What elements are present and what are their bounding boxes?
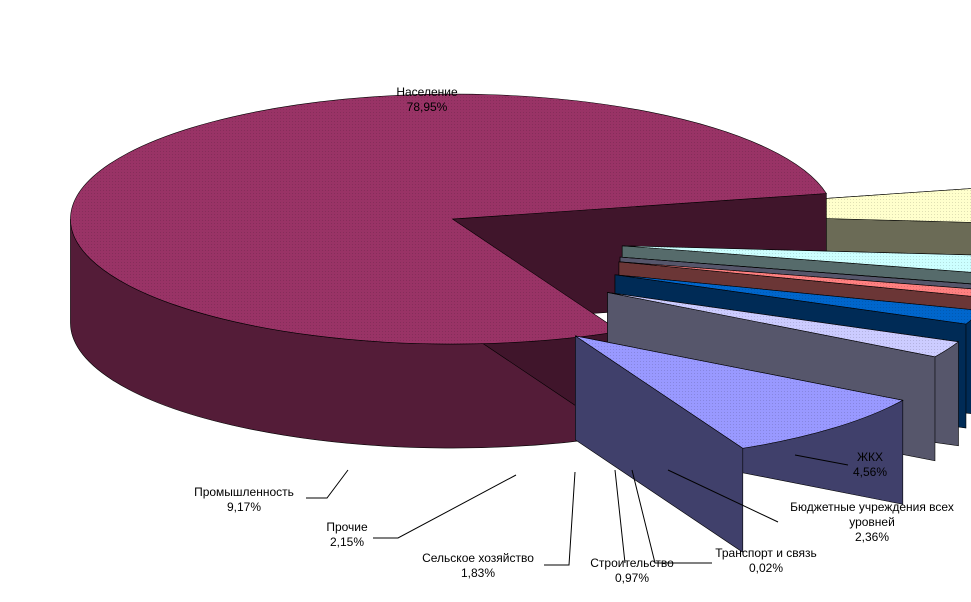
slice-name-4: Строительство xyxy=(590,556,674,570)
slice-label-2: Бюджетные учреждения всех уровней 2,36% xyxy=(790,500,954,544)
slice-label-3: Транспорт и связь 0,02% xyxy=(715,546,817,575)
pie-slice-texture-3 xyxy=(620,257,971,284)
pie-slice-texture-0 xyxy=(70,94,827,345)
leader-line-3 xyxy=(631,469,712,564)
slice-name-5: Сельское хозяйство xyxy=(422,551,534,565)
pie-slice-texture-7 xyxy=(575,335,903,449)
slice-label-0: Население 78,95% xyxy=(396,85,458,114)
slice-name-2: Бюджетные учреждения всех xyxy=(790,500,954,514)
pie-slice-texture-4 xyxy=(618,261,971,297)
slice-name-7: Промышленность xyxy=(194,485,294,499)
leader-line-7 xyxy=(306,469,349,499)
slice-name-0: Население xyxy=(396,85,458,99)
leader-line-4 xyxy=(614,469,626,564)
leader-line-5 xyxy=(544,471,576,566)
slice-value-3: 0,02% xyxy=(749,561,783,575)
slice-value-4: 0,97% xyxy=(615,571,649,585)
slice-label-7: Промышленность 9,17% xyxy=(194,485,294,514)
slice-label-6: Прочие 2,15% xyxy=(326,520,368,549)
slice-name-1: ЖКХ xyxy=(857,450,883,464)
slice-value-2: 2,36% xyxy=(855,530,889,544)
pie-slice-texture-2 xyxy=(622,245,971,273)
slice-label-4: Строительство 0,97% xyxy=(590,556,674,585)
slice-value-7: 9,17% xyxy=(227,500,261,514)
slice-name-2: уровней xyxy=(849,515,895,529)
slice-value-5: 1,83% xyxy=(461,566,495,580)
slice-value-1: 4,56% xyxy=(853,465,887,479)
leader-line-6 xyxy=(373,474,517,539)
slice-name-6: Прочие xyxy=(326,520,368,534)
slice-label-1: ЖКХ 4,56% xyxy=(853,450,887,479)
leader-line-1 xyxy=(794,454,849,466)
slice-value-6: 2,15% xyxy=(330,535,364,549)
slice-name-3: Транспорт и связь xyxy=(715,546,817,560)
pie-slice-texture-5 xyxy=(614,274,971,325)
pie-slice-texture-6 xyxy=(607,292,959,357)
pie-slice-7 xyxy=(575,335,904,553)
slice-label-5: Сельское хозяйство 1,83% xyxy=(422,551,534,580)
slice-value-0: 78,95% xyxy=(407,100,448,114)
leader-line-2 xyxy=(667,469,779,523)
